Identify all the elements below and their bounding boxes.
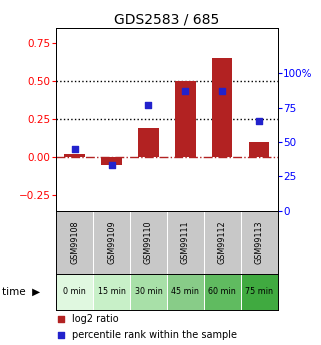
Point: [109, 162, 114, 168]
Point: [146, 102, 151, 108]
Bar: [130, 211, 167, 274]
Point: [220, 88, 225, 94]
Text: 15 min: 15 min: [98, 287, 126, 296]
Point: [256, 119, 262, 124]
Bar: [204, 211, 241, 274]
Text: log2 ratio: log2 ratio: [72, 314, 118, 324]
Point: [204, 118, 210, 123]
Bar: [249, 142, 269, 157]
Bar: [93, 274, 130, 310]
Text: percentile rank within the sample: percentile rank within the sample: [72, 329, 237, 339]
Title: GDS2583 / 685: GDS2583 / 685: [114, 12, 220, 27]
Text: GSM99113: GSM99113: [255, 220, 264, 264]
Bar: [130, 274, 167, 310]
Bar: [204, 274, 241, 310]
Text: GSM99110: GSM99110: [144, 220, 153, 264]
Text: 60 min: 60 min: [208, 287, 236, 296]
Text: 30 min: 30 min: [134, 287, 162, 296]
Point: [204, 260, 210, 266]
Bar: [56, 211, 93, 274]
Text: 0 min: 0 min: [63, 287, 86, 296]
Point: [72, 146, 77, 152]
Text: GSM99111: GSM99111: [181, 220, 190, 264]
Bar: [241, 274, 278, 310]
Text: GSM99112: GSM99112: [218, 220, 227, 264]
Text: GSM99108: GSM99108: [70, 220, 79, 264]
Bar: [138, 128, 159, 157]
Bar: [101, 157, 122, 165]
Text: GSM99109: GSM99109: [107, 220, 116, 264]
Bar: [241, 211, 278, 274]
Text: time  ▶: time ▶: [2, 287, 40, 296]
Bar: [65, 154, 85, 157]
Text: 45 min: 45 min: [171, 287, 199, 296]
Bar: [212, 58, 232, 157]
Text: 75 min: 75 min: [245, 287, 273, 296]
Bar: [175, 81, 195, 157]
Point: [183, 88, 188, 94]
Bar: [167, 211, 204, 274]
Bar: [167, 274, 204, 310]
Bar: [56, 274, 93, 310]
Bar: [93, 211, 130, 274]
